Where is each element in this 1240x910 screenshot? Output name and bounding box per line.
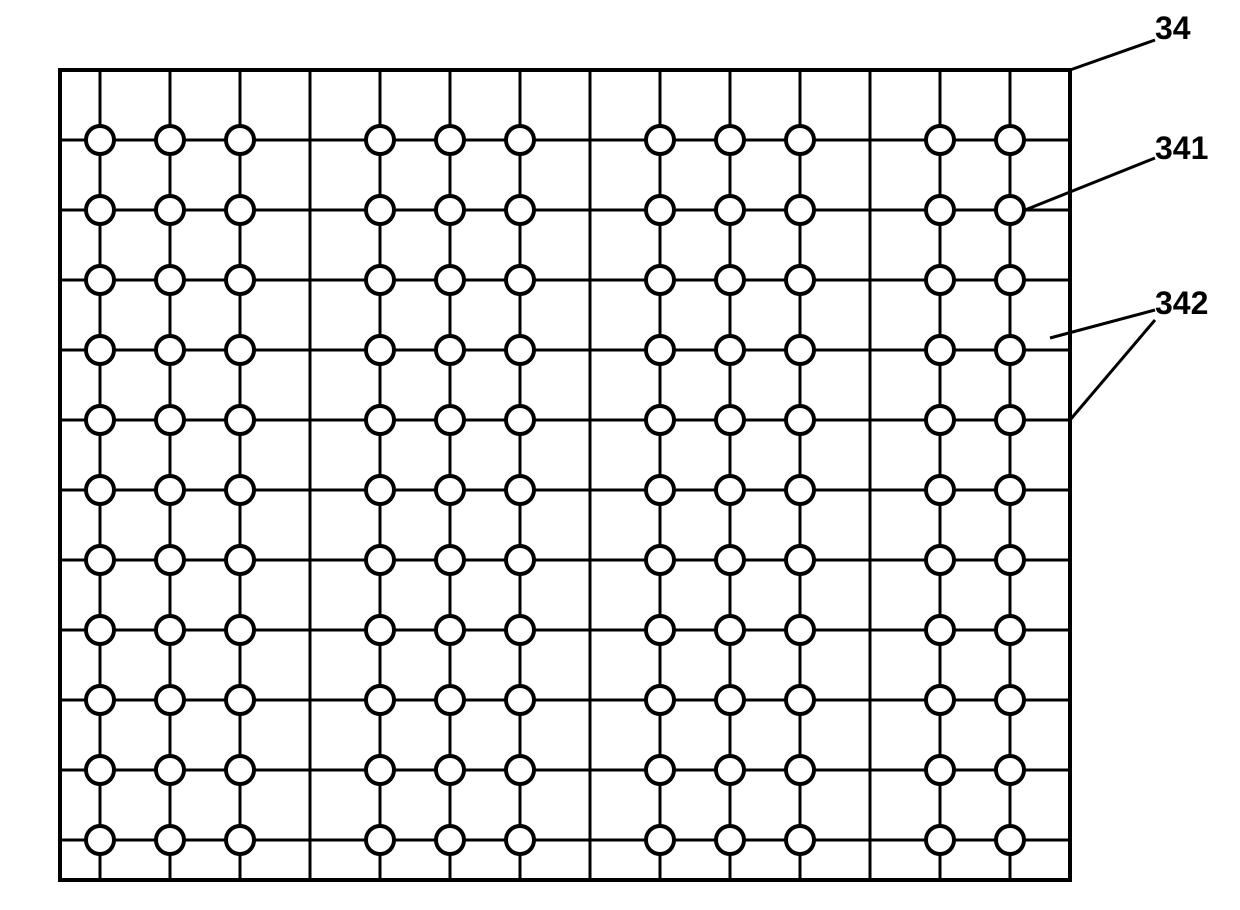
annotation-342: 342 — [1155, 285, 1208, 322]
diagram-container: 34 341 342 — [0, 0, 1240, 910]
grid-diagram — [0, 0, 1240, 910]
annotation-341: 341 — [1155, 130, 1208, 167]
annotation-34: 34 — [1155, 10, 1191, 47]
